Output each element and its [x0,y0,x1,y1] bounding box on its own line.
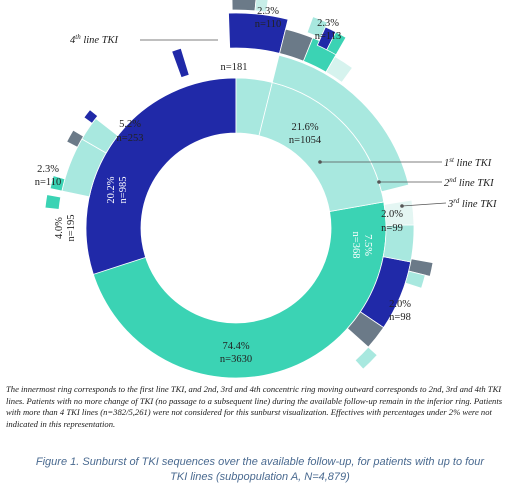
data-label-2-3-left-n: n=110 [35,177,62,188]
label-1st-line: 1st line TKI [444,156,492,169]
data-label-2-0-lower-n: n=98 [389,312,411,323]
data-label-2-3-top-n: n=110 [255,19,282,30]
ring2-segment-2-0-upper [382,224,415,263]
ring2-segment-2-3 [81,117,119,154]
ring-sliver-teal-left [49,175,66,192]
dot-3rd [400,204,404,208]
sunburst-arcs [44,0,434,378]
dot-2nd [377,180,381,184]
ring-sliver-navy-top [171,47,190,79]
data-label-5-2-pct: 5.2% [119,119,141,130]
ring-sliver-light-lower [354,346,378,370]
ring4-segment-teal [326,31,347,56]
data-label-20-2-n: n=985 [118,177,129,204]
data-label-2-3-left-pct: 2.3% [37,164,59,175]
figure-caption: Figure 1. Sunburst of TKI sequences over… [0,455,520,485]
ring-sliver-teal-left2 [44,194,62,210]
ring-sliver-gray-left [66,129,84,148]
data-label-2-0-lower-pct: 2.0% [389,299,411,310]
ring2-segment-2-0 [346,311,385,348]
ring4-segment-gray [231,0,257,12]
label-4th-line: 4th line TKI [70,33,119,46]
data-label-4-0-pct: 4.0% [54,217,65,239]
label-3rd-line: 3rd line TKI [447,197,497,210]
caption-line-2: TKI lines (subpopulation A, N=4,879) [170,471,350,483]
data-label-2-0-upper-pct: 2.0% [381,209,403,220]
caption-line-1: Figure 1. Sunburst of TKI sequences over… [35,456,485,468]
data-label-2-3-top-pct: 2.3% [257,6,279,17]
leader-line-3rd [401,202,447,207]
data-label-2-0-upper-n: n=99 [381,223,403,234]
data-label-7-5-pct: 7.5% [362,234,373,256]
ring-sliver-navy-left [83,109,99,124]
ring1-segment-20-2 [85,77,237,275]
ring4-segment-pale [254,0,269,13]
data-label-2-3-right-pct: 2.3% [317,18,339,29]
ring2-segment-thin [383,199,415,226]
ring-sliver-light-right [404,270,426,289]
data-label-21-6-pct: 21.6% [291,122,318,133]
data-label-5-2-n: n=253 [117,133,144,144]
data-label-2-3-right-n: n=113 [315,31,342,42]
data-label-3-7-pct: 3.7% [223,49,245,60]
data-label-21-6-n: n=1054 [289,135,322,146]
ring3-segment-pale [325,55,353,83]
data-label-3-7-n: n=181 [221,62,248,73]
data-label-74-4-pct: 74.4% [222,341,249,352]
label-2nd-line: 2nd line TKI [444,176,494,189]
ring2-segment-21-6 [271,54,410,193]
figure-note: The innermost ring corresponds to the fi… [6,384,503,429]
dot-1st [318,160,322,164]
data-label-20-2-pct: 20.2% [106,176,117,203]
data-label-4-0-n: n=195 [66,215,77,242]
sunburst-chart: 4th line TKI 1st line TKI 2nd line TKI 3… [35,0,497,378]
data-label-74-4-n: n=3630 [220,354,252,365]
data-label-7-5-n: n=368 [350,232,361,259]
